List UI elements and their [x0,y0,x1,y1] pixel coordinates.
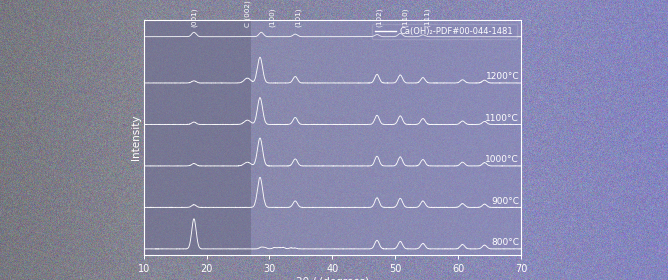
Text: (111): (111) [424,7,430,27]
Legend: Ca(OH)₂-PDF#00-044-1481: Ca(OH)₂-PDF#00-044-1481 [371,24,517,39]
X-axis label: 2θ / (degrees): 2θ / (degrees) [296,277,369,280]
Bar [144,20,250,255]
Text: (001): (001) [190,7,197,27]
Text: 1000°C: 1000°C [486,155,519,164]
Text: (110): (110) [401,7,408,27]
Text: (101): (101) [295,7,301,27]
Text: 900°C: 900°C [491,197,519,206]
Text: (102): (102) [376,7,383,27]
Text: 1100°C: 1100°C [486,114,519,123]
Text: C (002): C (002) [244,0,250,27]
Text: 1200°C: 1200°C [486,72,519,81]
Text: (100): (100) [269,7,276,27]
Text: 800°C: 800°C [491,238,519,247]
Y-axis label: Intensity: Intensity [131,115,141,160]
